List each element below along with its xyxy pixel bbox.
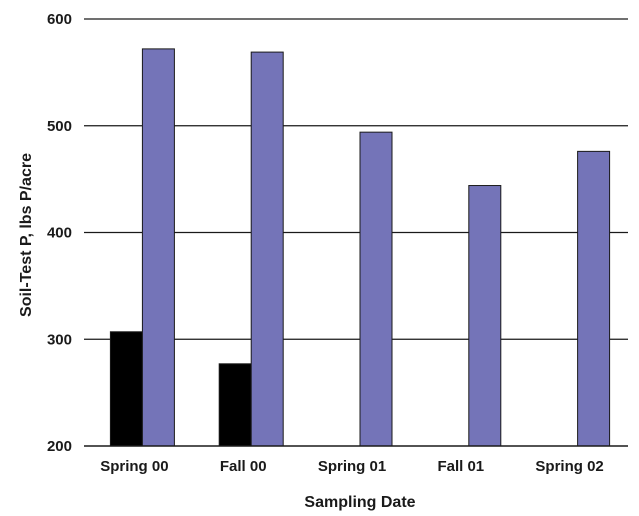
bar-fall-01-series-2 [468,185,502,447]
y-tick-label: 200 [47,438,72,455]
bar-fall-00-series-2 [250,51,284,447]
x-tick-label: Fall 01 [437,458,484,475]
x-tick-label: Spring 02 [535,458,603,475]
bar-spring-01-series-2 [359,131,393,447]
y-tick-label: 500 [47,118,72,135]
bar-spring-02-series-2 [577,150,611,447]
y-tick-label: 400 [47,225,72,242]
y-axis-tick-labels: 200 300 400 500 600 [47,11,72,455]
bar-spring-00-series-1 [109,331,143,447]
x-axis-title: Sampling Date [304,494,415,511]
y-tick-label: 600 [47,11,72,28]
bar-fall-00-series-1 [218,363,252,447]
y-axis-title: Soil-Test P, lbs P/acre [18,153,35,317]
x-tick-label: Spring 01 [318,458,386,475]
x-tick-label: Spring 00 [100,458,168,475]
bars [109,48,611,447]
y-tick-label: 300 [47,331,72,348]
x-tick-label: Fall 00 [220,458,267,475]
bar-spring-00-series-2 [141,48,175,447]
x-axis-tick-labels: Spring 00 Fall 00 Spring 01 Fall 01 Spring 0… [100,458,604,475]
